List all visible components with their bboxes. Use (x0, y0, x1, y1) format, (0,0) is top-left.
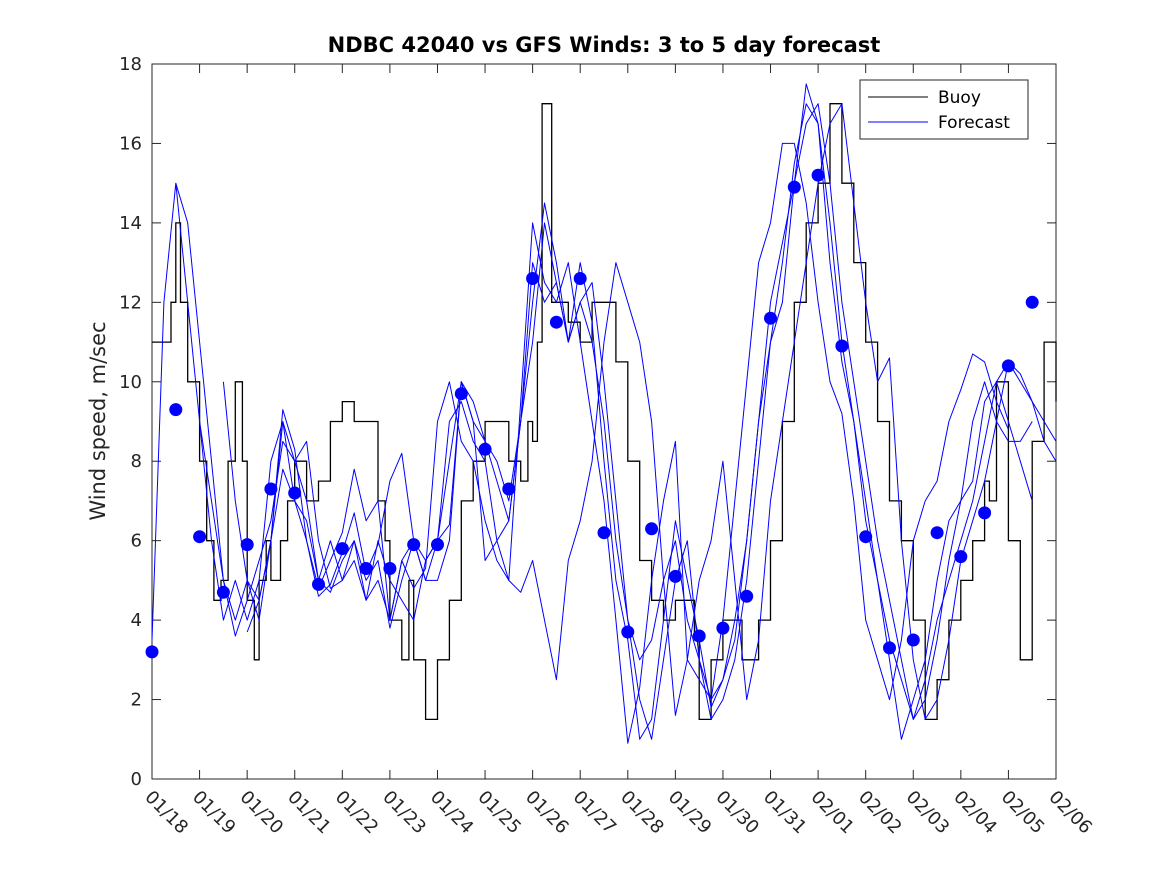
forecast-marker (573, 272, 587, 285)
y-tick-labels: 0 2 4 6 8 10 12 14 16 18 (119, 54, 142, 790)
forecast-marker (526, 272, 540, 285)
forecast-marker (431, 538, 444, 552)
forecast-markers (145, 168, 1039, 659)
forecast-marker (502, 482, 516, 496)
forecast-marker (407, 538, 421, 552)
forecast-marker (954, 550, 968, 564)
chart-title: NDBC 42040 vs GFS Winds: 3 to 5 day fore… (328, 33, 881, 57)
forecast-marker (716, 621, 730, 635)
forecast-marker (478, 442, 492, 456)
axis-ticks (151, 63, 1057, 780)
forecast-marker (216, 585, 230, 599)
forecast-marker (906, 633, 920, 647)
forecast-marker (169, 403, 183, 417)
forecast-marker (193, 530, 207, 544)
forecast-marker (621, 625, 635, 639)
forecast-marker (883, 641, 896, 655)
forecast-marker (264, 482, 278, 496)
forecast-line (199, 103, 1033, 740)
forecast-marker (645, 522, 659, 536)
y-tick-label: 6 (131, 531, 142, 552)
forecast-marker (740, 589, 754, 603)
legend: Buoy Forecast (859, 79, 1029, 140)
y-tick-label: 2 (131, 690, 142, 711)
forecast-series-group (151, 83, 1057, 744)
forecast-marker (288, 486, 302, 500)
y-tick-label: 18 (119, 54, 142, 75)
forecast-line (246, 103, 1057, 720)
forecast-marker (1025, 295, 1039, 309)
y-tick-label: 16 (119, 133, 142, 154)
legend-buoy-label: Buoy (938, 88, 981, 108)
legend-box (859, 79, 1029, 140)
forecast-marker (597, 526, 611, 540)
forecast-marker (930, 526, 944, 540)
forecast-marker (1001, 359, 1015, 373)
forecast-marker (335, 542, 349, 556)
forecast-marker (383, 562, 397, 575)
forecast-marker (692, 629, 706, 643)
forecast-marker (668, 569, 682, 583)
y-tick-label: 0 (131, 769, 142, 790)
y-axis-label: Wind speed, m/sec (86, 321, 110, 520)
y-tick-label: 12 (119, 292, 142, 313)
forecast-marker (811, 168, 825, 182)
forecast-marker (454, 387, 468, 401)
forecast-line (151, 103, 1057, 720)
y-tick-label: 14 (119, 213, 142, 234)
forecast-marker (835, 339, 849, 353)
forecast-marker (764, 311, 777, 325)
y-tick-label: 10 (119, 372, 142, 393)
forecast-line (222, 142, 1009, 744)
y-tick-label: 4 (131, 610, 142, 631)
forecast-marker (549, 315, 563, 329)
legend-forecast-label: Forecast (938, 113, 1010, 133)
y-tick-label: 8 (131, 451, 142, 472)
forecast-marker (145, 645, 159, 659)
forecast-marker (859, 530, 873, 544)
forecast-marker (359, 562, 373, 575)
forecast-marker (978, 506, 992, 520)
forecast-marker (240, 538, 254, 552)
forecast-marker (787, 180, 801, 194)
forecast-marker (312, 577, 325, 591)
